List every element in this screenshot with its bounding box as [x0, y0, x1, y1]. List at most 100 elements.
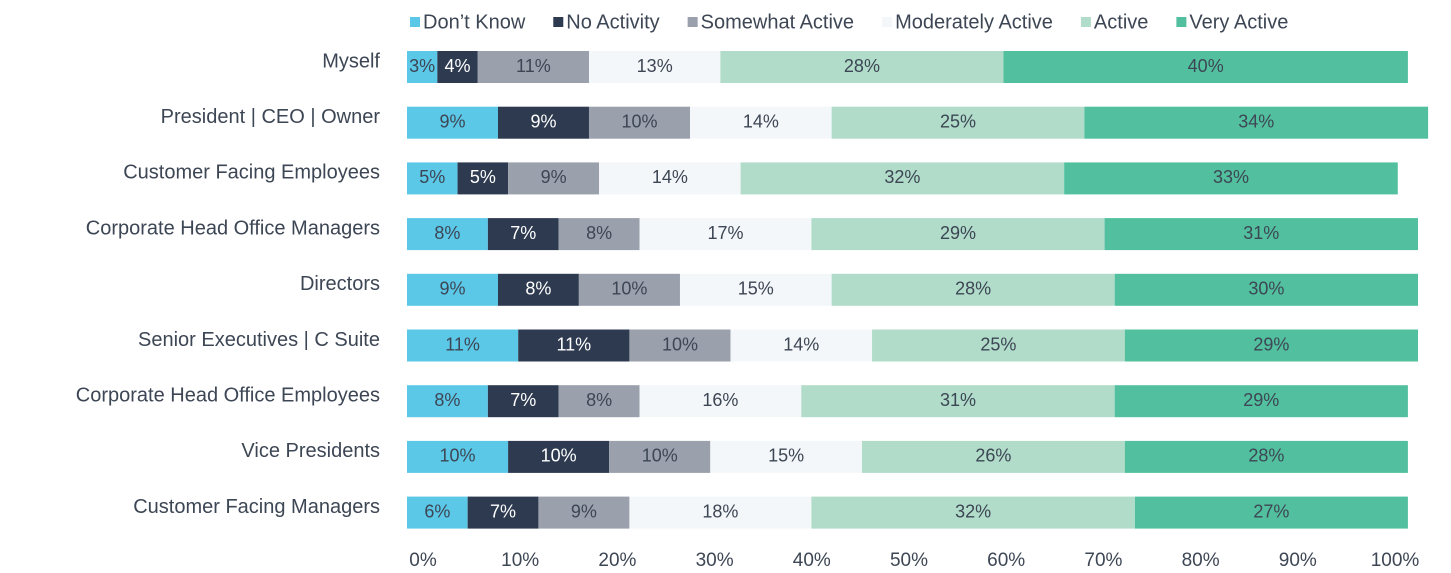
value-label: 7%	[490, 501, 516, 521]
bar-segment	[1104, 218, 1418, 251]
value-label: 14%	[652, 167, 688, 187]
value-label: 10%	[541, 446, 577, 466]
x-tick-label: 10%	[501, 550, 539, 571]
bar-segment	[457, 162, 509, 195]
value-label: 26%	[975, 446, 1011, 466]
bar-segment	[467, 496, 539, 529]
value-label: 8%	[586, 390, 612, 410]
category-label: Customer Facing Managers	[133, 496, 380, 518]
legend-swatch	[1176, 17, 1187, 27]
value-label: 9%	[439, 279, 465, 299]
bar-segment	[1114, 385, 1408, 418]
bar-segment	[407, 329, 519, 362]
x-tick-label: 50%	[890, 550, 928, 571]
value-label: 10%	[611, 279, 647, 299]
value-label: 9%	[541, 167, 567, 187]
x-tick-label: 80%	[1182, 550, 1220, 571]
bar-segment	[629, 329, 731, 362]
value-label: 5%	[470, 167, 496, 187]
bar-segment	[407, 218, 488, 251]
value-label: 29%	[940, 223, 976, 243]
bar-segment	[407, 273, 498, 306]
category-label: Senior Executives | C Suite	[138, 329, 380, 351]
bar-segment	[407, 51, 438, 83]
bar-segment	[720, 51, 1004, 83]
value-label: 10%	[622, 111, 658, 131]
bar-segment	[558, 218, 640, 251]
bar-segment	[1134, 496, 1408, 529]
value-label: 8%	[586, 223, 612, 243]
value-label: 33%	[1213, 167, 1249, 187]
value-label: 32%	[955, 501, 991, 521]
value-label: 16%	[702, 390, 738, 410]
value-label: 8%	[434, 223, 460, 243]
category-label: Myself	[322, 50, 380, 72]
bar-segment	[497, 273, 579, 306]
value-label: 28%	[1248, 446, 1284, 466]
value-label: 27%	[1253, 501, 1289, 521]
legend-label: Very Active	[1189, 11, 1288, 33]
bar-segment	[1124, 329, 1418, 362]
bar-segment	[730, 329, 873, 362]
x-tick-label: 100%	[1371, 550, 1420, 571]
bar-segment	[831, 106, 1085, 139]
bar-segment	[518, 329, 630, 362]
bar-segment	[407, 106, 498, 139]
bar-segment	[407, 162, 458, 195]
value-label: 10%	[662, 334, 698, 354]
bar-segment	[477, 51, 589, 83]
category-label: Customer Facing Employees	[123, 162, 380, 184]
value-label: 31%	[940, 390, 976, 410]
value-label: 18%	[702, 501, 738, 521]
value-label: 9%	[571, 501, 597, 521]
value-label: 32%	[884, 167, 920, 187]
category-label: Corporate Head Office Managers	[86, 217, 380, 239]
bar-segment	[578, 273, 680, 306]
x-tick-label: 90%	[1279, 550, 1317, 571]
bar-segment	[639, 385, 802, 418]
legend-swatch	[687, 17, 698, 27]
value-label: 7%	[510, 223, 536, 243]
x-tick-label: 60%	[987, 550, 1025, 571]
value-label: 15%	[768, 446, 804, 466]
value-label: 15%	[738, 279, 774, 299]
value-label: 11%	[516, 56, 551, 76]
x-tick-label: 0%	[409, 550, 437, 571]
value-label: 11%	[556, 334, 591, 354]
bar-segment	[1124, 440, 1408, 473]
bar-segment	[407, 440, 509, 473]
bar-segment	[861, 440, 1125, 473]
x-tick-label: 20%	[598, 550, 636, 571]
value-label: 29%	[1253, 334, 1289, 354]
bar-segment	[1084, 106, 1429, 139]
value-label: 25%	[980, 334, 1016, 354]
legend-swatch	[1080, 17, 1091, 27]
value-label: 11%	[445, 334, 480, 354]
value-label: 9%	[439, 111, 465, 131]
bar-segment	[811, 496, 1135, 529]
legend-swatch	[553, 17, 564, 27]
value-label: 9%	[530, 111, 556, 131]
bar-segment	[558, 385, 640, 418]
value-label: 10%	[642, 446, 678, 466]
bar-segment	[679, 273, 832, 306]
bar-segment	[629, 496, 812, 529]
bar-segment	[811, 218, 1105, 251]
category-label: Directors	[300, 273, 380, 295]
legend-label: Somewhat Active	[701, 11, 854, 33]
x-tick-label: 30%	[696, 550, 734, 571]
value-label: 10%	[440, 446, 476, 466]
value-label: 17%	[707, 223, 743, 243]
value-label: 5%	[419, 167, 445, 187]
legend-label: Active	[1094, 11, 1148, 33]
value-label: 28%	[955, 279, 991, 299]
legend-swatch	[410, 17, 420, 27]
legend-swatch	[882, 17, 893, 27]
value-label: 8%	[525, 279, 551, 299]
x-tick-label: 70%	[1084, 550, 1122, 571]
value-label: 29%	[1243, 390, 1279, 410]
bar-segment	[538, 496, 630, 529]
bar-segment	[872, 329, 1125, 362]
value-label: 4%	[445, 56, 471, 76]
